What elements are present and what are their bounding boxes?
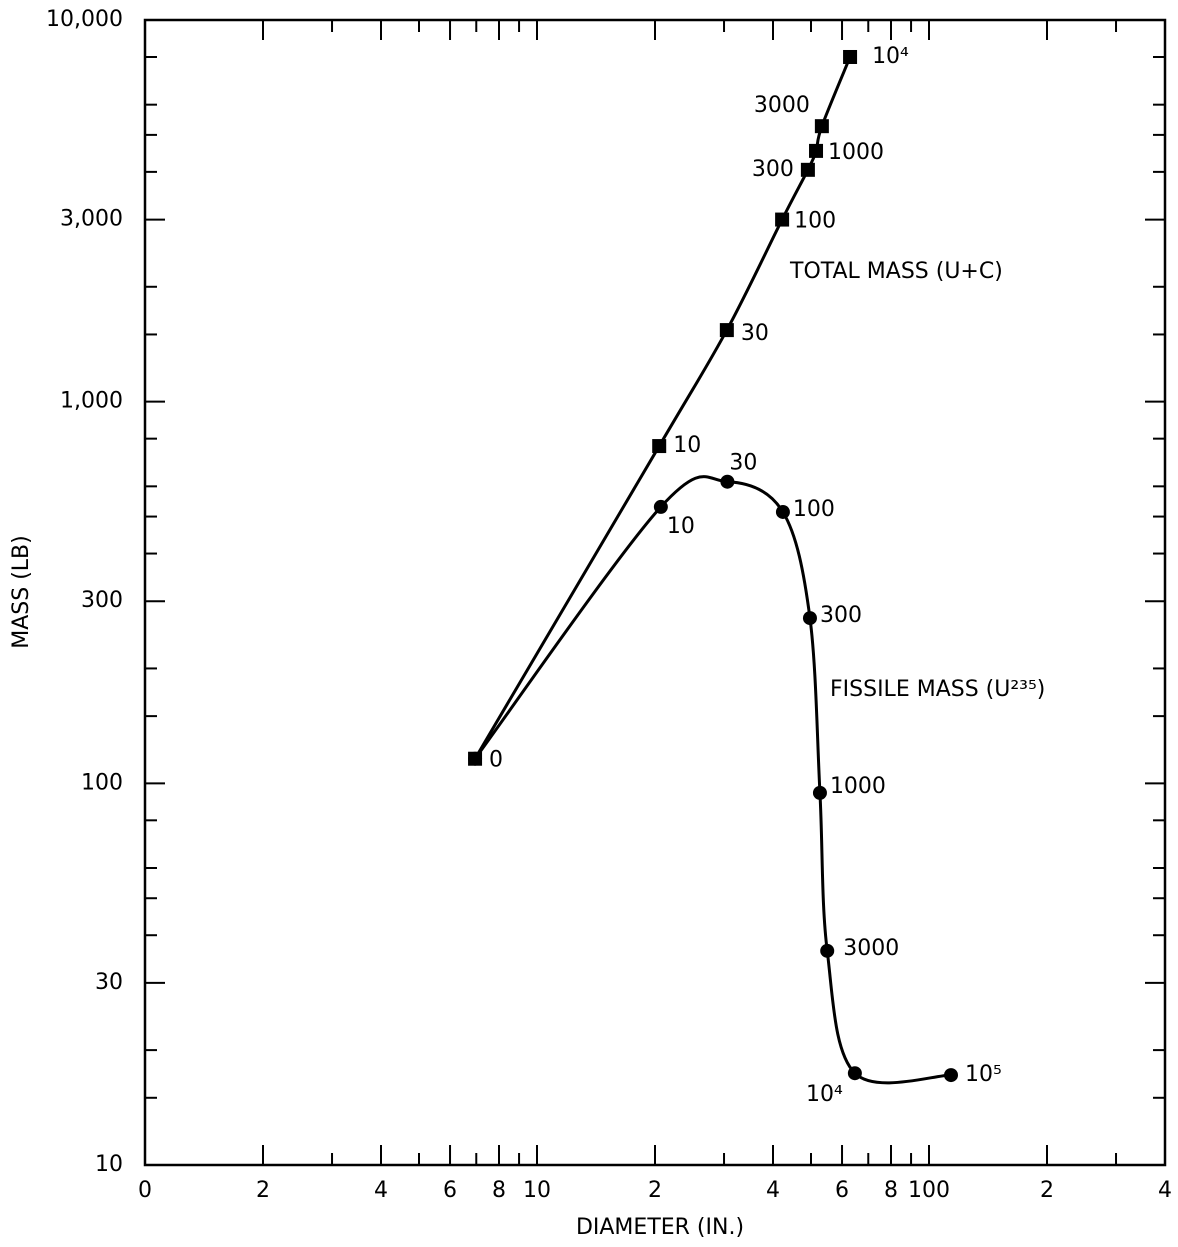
y-tick-label: 3,000 xyxy=(60,207,123,232)
y-tick-label: 100 xyxy=(81,770,123,795)
plot-frame xyxy=(143,18,1167,1167)
point xyxy=(820,943,835,958)
series-annotation: FISSILE MASS (U²³⁵) xyxy=(830,677,1045,702)
point-label: 10⁵ xyxy=(965,1062,1002,1087)
point xyxy=(802,611,817,626)
x-axis-title: DIAMETER (IN.) xyxy=(576,1215,744,1240)
x-tick-label: 6 xyxy=(835,1178,849,1203)
point-label: 300 xyxy=(752,157,794,182)
point-label: 30 xyxy=(741,321,769,346)
y-tick-label: 1,000 xyxy=(60,389,123,414)
point xyxy=(814,119,829,134)
point-label: 3000 xyxy=(754,93,810,118)
point xyxy=(652,439,667,454)
point-label: 30 xyxy=(729,451,757,476)
point xyxy=(720,474,735,489)
point-label: 10⁴ xyxy=(872,44,909,69)
point-label: 300 xyxy=(820,603,862,628)
point xyxy=(468,751,483,766)
y-tick-label: 10,000 xyxy=(46,7,123,32)
point xyxy=(812,785,827,800)
series-annotation: TOTAL MASS (U+C) xyxy=(789,259,1003,284)
y-axis-title: MASS (LB) xyxy=(9,535,34,648)
x-tick-label: 4 xyxy=(766,1178,780,1203)
point-label: 10⁴ xyxy=(806,1082,843,1107)
point xyxy=(775,212,790,227)
x-tick-label: 2 xyxy=(648,1178,662,1203)
x-tick-label: 8 xyxy=(492,1178,506,1203)
point-label: 1000 xyxy=(828,140,884,165)
series-line xyxy=(473,56,852,760)
point xyxy=(944,1068,959,1083)
point-label: 100 xyxy=(793,497,835,522)
point xyxy=(653,499,668,514)
point xyxy=(800,162,815,177)
x-tick-label: 2 xyxy=(256,1178,270,1203)
y-tick-label: 300 xyxy=(81,588,123,613)
x-tick-label: 0 xyxy=(138,1178,152,1203)
x-tick-label: 4 xyxy=(1158,1178,1172,1203)
point-label: 100 xyxy=(794,209,836,234)
x-tick-label: 4 xyxy=(374,1178,388,1203)
point xyxy=(809,143,824,158)
x-tick-label: 10 xyxy=(523,1178,551,1203)
x-tick-label: 2 xyxy=(1040,1178,1054,1203)
y-tick-label: 10 xyxy=(95,1152,123,1177)
point-label: 0 xyxy=(489,748,503,773)
x-tick-label: 6 xyxy=(443,1178,457,1203)
point xyxy=(847,1066,862,1081)
point-label: 1000 xyxy=(830,774,886,799)
point-label: 3000 xyxy=(843,936,899,961)
x-tick-label: 100 xyxy=(908,1178,950,1203)
point-label: 10 xyxy=(667,514,695,539)
point xyxy=(775,504,790,519)
y-tick-label: 30 xyxy=(95,970,123,995)
x-tick-label: 8 xyxy=(884,1178,898,1203)
point xyxy=(843,49,858,64)
point xyxy=(719,323,734,338)
point-label: 10 xyxy=(673,433,701,458)
